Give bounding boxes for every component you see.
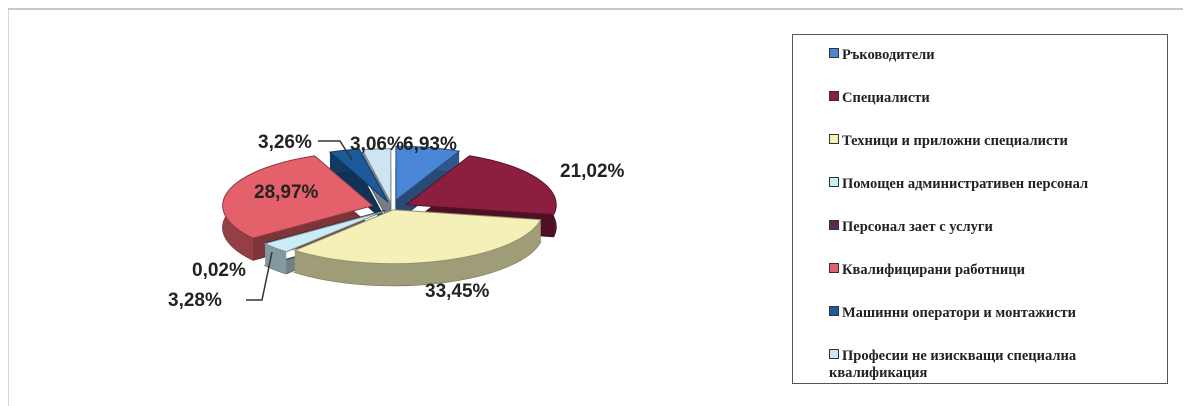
legend-label: Персонал зает с услуги [842, 219, 993, 235]
data-label: 0,02% [192, 260, 246, 281]
legend-label: Професии не изискващи специална квалифик… [829, 348, 1077, 381]
left-border-line [8, 10, 9, 406]
pie-slice [361, 148, 392, 203]
leader-line [318, 140, 353, 161]
legend-swatch [829, 177, 839, 187]
pie-slice [222, 155, 374, 239]
pie-slice [328, 148, 389, 203]
leader-line [246, 251, 273, 301]
legend-swatch [829, 91, 839, 101]
chart-legend: Ръководители Специалисти Техници и прило… [792, 34, 1168, 384]
legend-label: Помощен административен персонал [842, 176, 1089, 192]
legend-item: Помощен административен персонал [829, 176, 1159, 193]
pie-slice [293, 209, 542, 265]
legend-label: Специалисти [842, 90, 930, 106]
pie-chart: 6,93% 21,02% 33,45% 3,28% 0,02% 28,97% 3,26% 3,… [168, 132, 625, 311]
data-label: 3,26% [258, 132, 312, 153]
legend-item: Квалифицирани работници [829, 262, 1159, 279]
pie-slice [404, 155, 557, 216]
legend-item: Професии не изискващи специална квалифик… [829, 348, 1159, 382]
legend-label: Техници и приложни специалисти [842, 133, 1068, 149]
legend-item: Персонал зает с услуги [829, 219, 1159, 236]
legend-item: Техници и приложни специалисти [829, 133, 1159, 150]
data-label: 3,06% [350, 134, 404, 155]
legend-label: Квалифицирани работници [842, 262, 1025, 278]
legend-swatch [829, 220, 839, 230]
pie-slice [263, 210, 385, 253]
legend-swatch [829, 263, 839, 273]
pie-slice [264, 209, 386, 244]
data-label: 3,28% [168, 290, 222, 311]
legend-label: Ръководители [842, 47, 935, 63]
legend-swatch [829, 48, 839, 58]
top-border-line [8, 8, 1183, 10]
data-label: 33,45% [425, 281, 490, 302]
data-label: 28,97% [254, 182, 319, 203]
legend-item: Машинни оператори и монтажисти [829, 305, 1159, 322]
legend-swatch [829, 134, 839, 144]
pie-slice-edge [294, 219, 541, 286]
data-label: 21,02% [560, 161, 625, 182]
pie-slice [395, 145, 461, 202]
legend-swatch [829, 349, 839, 359]
data-label: 6,93% [403, 134, 457, 155]
legend-item: Ръководители [829, 47, 1159, 64]
pie-slice-edge [265, 243, 287, 274]
legend-label: Машинни оператори и монтажисти [842, 305, 1077, 321]
legend-item: Специалисти [829, 90, 1159, 107]
legend-swatch [829, 306, 839, 316]
